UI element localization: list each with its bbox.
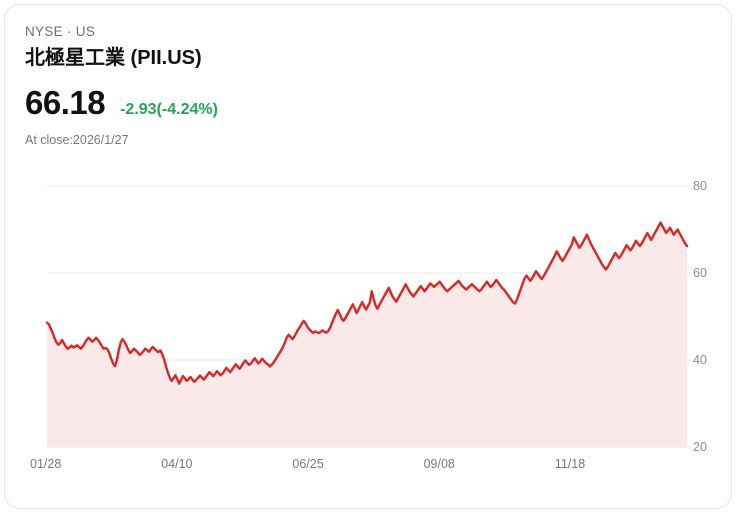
x-axis-tick: 06/25 (292, 457, 324, 471)
y-axis-labels: 20 40 60 80 (693, 165, 731, 465)
at-close-timestamp: At close:2026/1/27 (25, 133, 129, 147)
x-axis-tick: 01/28 (30, 457, 62, 471)
x-axis-tick: 11/18 (554, 457, 586, 471)
chart-canvas[interactable] (5, 165, 732, 465)
chart-line (45, 221, 689, 385)
quote-header: NYSE · US 北極星工業 (PII.US) 66.18 -2.93(-4.24… (25, 23, 625, 149)
y-axis-tick: 20 (693, 440, 707, 454)
y-axis-tick: 40 (693, 353, 707, 367)
price-chart[interactable]: 20 40 60 80 01/28 04/10 06/25 09/08 11/18 (5, 165, 732, 485)
separator-dot: · (66, 24, 72, 39)
x-axis-tick: 09/08 (423, 457, 455, 471)
chart-area-fill (47, 222, 687, 447)
x-axis-tick: 04/10 (161, 457, 193, 471)
exchange-region-row: NYSE · US (25, 23, 625, 41)
y-axis-tick: 60 (693, 266, 707, 280)
exchange-label: NYSE (25, 24, 63, 39)
price-row: 66.18 -2.93(-4.24%) (25, 84, 625, 122)
x-axis-labels: 01/28 04/10 06/25 09/08 11/18 (5, 457, 731, 481)
stock-quote-card: NYSE · US 北極星工業 (PII.US) 66.18 -2.93(-4.24… (4, 4, 732, 509)
region-label: US (75, 24, 96, 39)
page-title: 北極星工業 (PII.US) (25, 47, 202, 69)
price-change: -2.93(-4.24%) (120, 101, 218, 118)
y-axis-tick: 80 (693, 179, 707, 193)
current-price: 66.18 (25, 84, 106, 121)
